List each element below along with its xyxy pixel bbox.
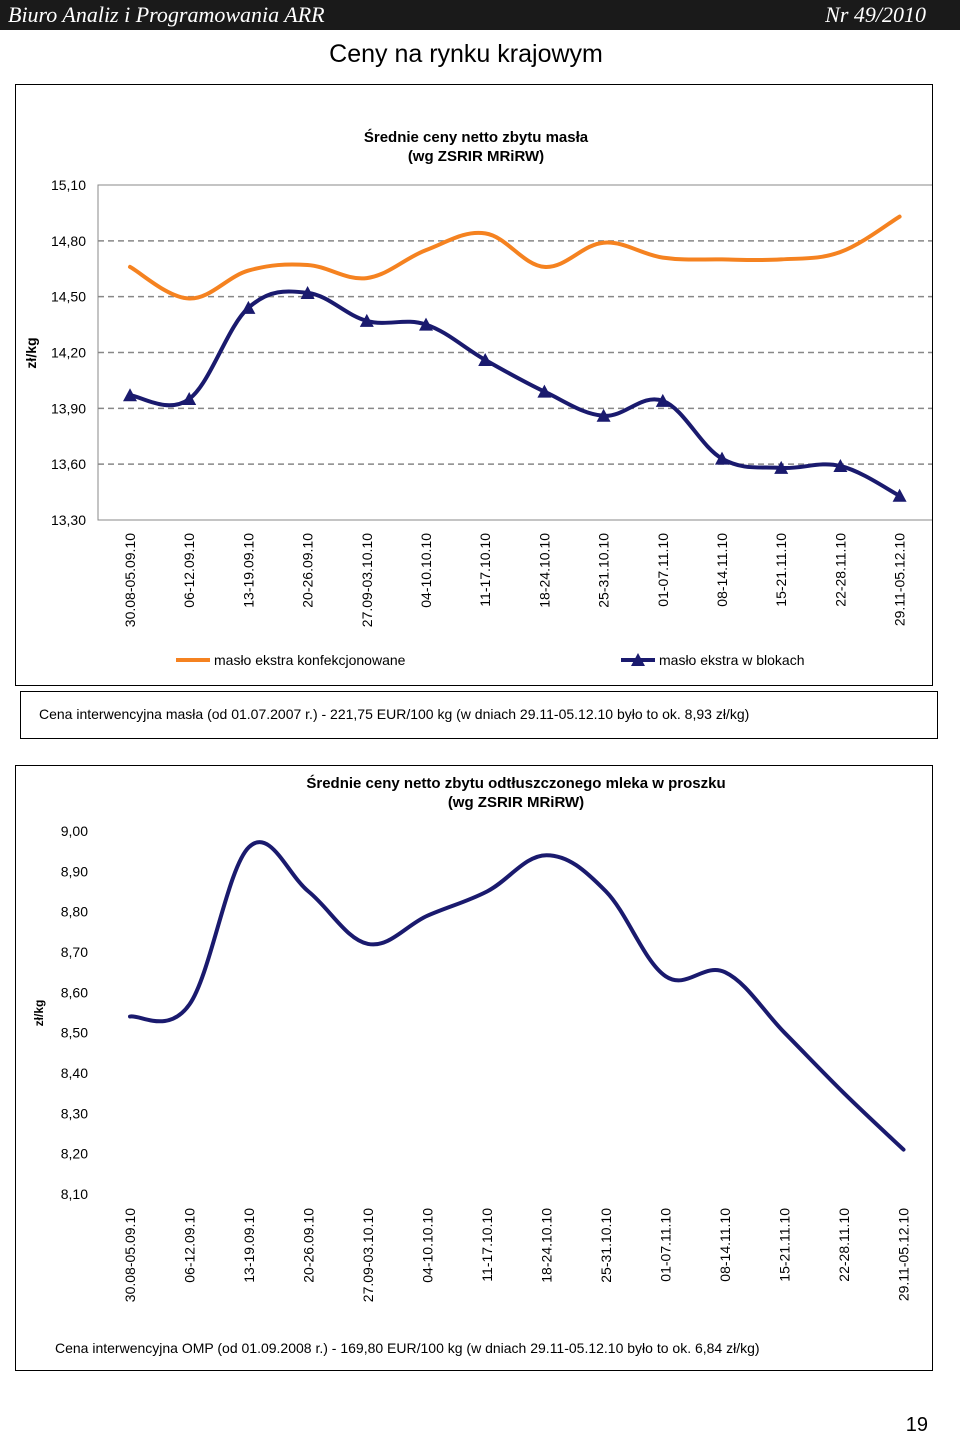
data-point-marker — [774, 460, 789, 474]
data-point-marker — [300, 285, 315, 299]
x-tick-label: 22-28.11.10 — [832, 533, 848, 607]
x-tick-label: 27.09-03.10.10 — [360, 1208, 376, 1302]
y-tick-label: 14,20 — [51, 345, 86, 361]
butter-chart: Średnie ceny netto zbytu masła (wg ZSRIR … — [23, 128, 935, 668]
chart-title: Średnie ceny netto zbytu odtłuszczonego … — [306, 774, 725, 792]
y-tick-label: 8,80 — [61, 904, 88, 920]
x-tick-label: 25-31.10.10 — [596, 533, 612, 608]
data-point-marker — [655, 393, 670, 407]
x-tick-label: 01-07.11.10 — [658, 1208, 674, 1282]
legend-label: masło ekstra w blokach — [659, 652, 805, 668]
x-tick-label: 08-14.11.10 — [714, 533, 730, 607]
y-tick-label: 8,60 — [61, 984, 88, 1000]
x-tick-label: 04-10.10.10 — [420, 1208, 436, 1283]
series-line — [128, 214, 902, 301]
x-tick-label: 20-26.09.10 — [301, 1208, 317, 1283]
data-point-marker — [892, 488, 907, 502]
smp-intervention-note: Cena interwencyjna OMP (od 01.09.2008 r.… — [55, 1340, 760, 1356]
y-tick-label: 13,60 — [51, 456, 86, 472]
x-tick-label: 25-31.10.10 — [598, 1208, 614, 1283]
data-point-marker — [715, 451, 729, 465]
y-tick-label: 8,70 — [61, 944, 88, 960]
smp-chart: Średnie ceny netto zbytu odtłuszczonego … — [32, 774, 912, 1302]
y-tick-label: 14,80 — [51, 233, 86, 249]
data-point-marker — [182, 392, 197, 406]
x-tick-label: 30.08-05.09.10 — [122, 1208, 138, 1302]
butter-intervention-note: Cena interwencyjna masła (od 01.07.2007 … — [39, 706, 750, 722]
header-org: Biuro Analiz i Programowania ARR — [8, 2, 325, 27]
y-tick-label: 8,30 — [61, 1105, 88, 1121]
butter-note-box: Cena interwencyjna masła (od 01.07.2007 … — [20, 691, 938, 739]
x-tick-label: 15-21.11.10 — [777, 1208, 793, 1282]
legend-marker — [631, 653, 645, 666]
y-tick-label: 8,10 — [61, 1186, 88, 1202]
data-point-marker — [596, 408, 611, 422]
x-tick-label: 30.08-05.09.10 — [122, 533, 138, 627]
x-tick-label: 18-24.10.10 — [536, 533, 552, 608]
y-tick-label: 13,30 — [51, 512, 86, 528]
x-tick-label: 27.09-03.10.10 — [359, 533, 375, 627]
x-tick-label: 11-17.10.10 — [477, 533, 493, 607]
x-tick-label: 18-24.10.10 — [539, 1208, 555, 1283]
y-tick-label: 8,20 — [61, 1146, 88, 1162]
data-point-marker — [537, 384, 552, 398]
chart-title: Średnie ceny netto zbytu masła — [364, 128, 589, 146]
y-axis-label: zł/kg — [23, 337, 39, 368]
y-tick-label: 13,90 — [51, 400, 86, 416]
x-tick-label: 29.11-05.12.10 — [892, 533, 908, 626]
data-point-marker — [241, 300, 256, 314]
chart-subtitle: (wg ZSRIR MRiRW) — [448, 794, 584, 811]
data-point-marker — [478, 352, 493, 366]
page-header: Biuro Analiz i Programowania ARR Nr 49/2… — [0, 0, 960, 30]
y-tick-label: 9,00 — [61, 823, 88, 839]
x-tick-label: 06-12.09.10 — [181, 533, 197, 608]
data-point-marker — [123, 388, 137, 402]
x-tick-label: 20-26.09.10 — [300, 533, 316, 608]
x-tick-label: 13-19.09.10 — [240, 533, 256, 608]
y-axis-label: zł/kg — [32, 1000, 46, 1027]
x-tick-label: 22-28.11.10 — [836, 1208, 852, 1282]
x-tick-label: 15-21.11.10 — [773, 533, 789, 607]
chart-subtitle: (wg ZSRIR MRiRW) — [408, 148, 544, 165]
legend-label: masło ekstra konfekcjonowane — [214, 652, 406, 668]
series-line — [128, 840, 906, 1152]
x-tick-label: 08-14.11.10 — [717, 1208, 733, 1282]
x-tick-label: 11-17.10.10 — [479, 1208, 495, 1282]
x-tick-label: 13-19.09.10 — [241, 1208, 257, 1283]
data-point-marker — [419, 317, 433, 331]
data-point-marker — [833, 459, 848, 473]
x-tick-label: 04-10.10.10 — [418, 533, 434, 608]
butter-chart-frame: Średnie ceny netto zbytu masła (wg ZSRIR … — [15, 84, 935, 686]
x-tick-label: 06-12.09.10 — [182, 1208, 198, 1283]
data-point-marker — [359, 313, 374, 327]
y-tick-label: 8,90 — [61, 863, 88, 879]
y-tick-label: 8,50 — [61, 1025, 88, 1041]
x-tick-label: 01-07.11.10 — [655, 533, 671, 607]
series-line — [128, 289, 902, 498]
y-tick-label: 8,40 — [61, 1065, 88, 1081]
page-title: Ceny na rynku krajowym — [329, 40, 603, 68]
y-tick-label: 14,50 — [51, 289, 86, 305]
x-tick-label: 29.11-05.12.10 — [896, 1208, 912, 1301]
smp-chart-frame: Średnie ceny netto zbytu odtłuszczonego … — [15, 765, 933, 1371]
header-issue: Nr 49/2010 — [825, 2, 926, 27]
page-number: 19 — [905, 1414, 928, 1436]
y-tick-label: 15,10 — [51, 177, 86, 193]
